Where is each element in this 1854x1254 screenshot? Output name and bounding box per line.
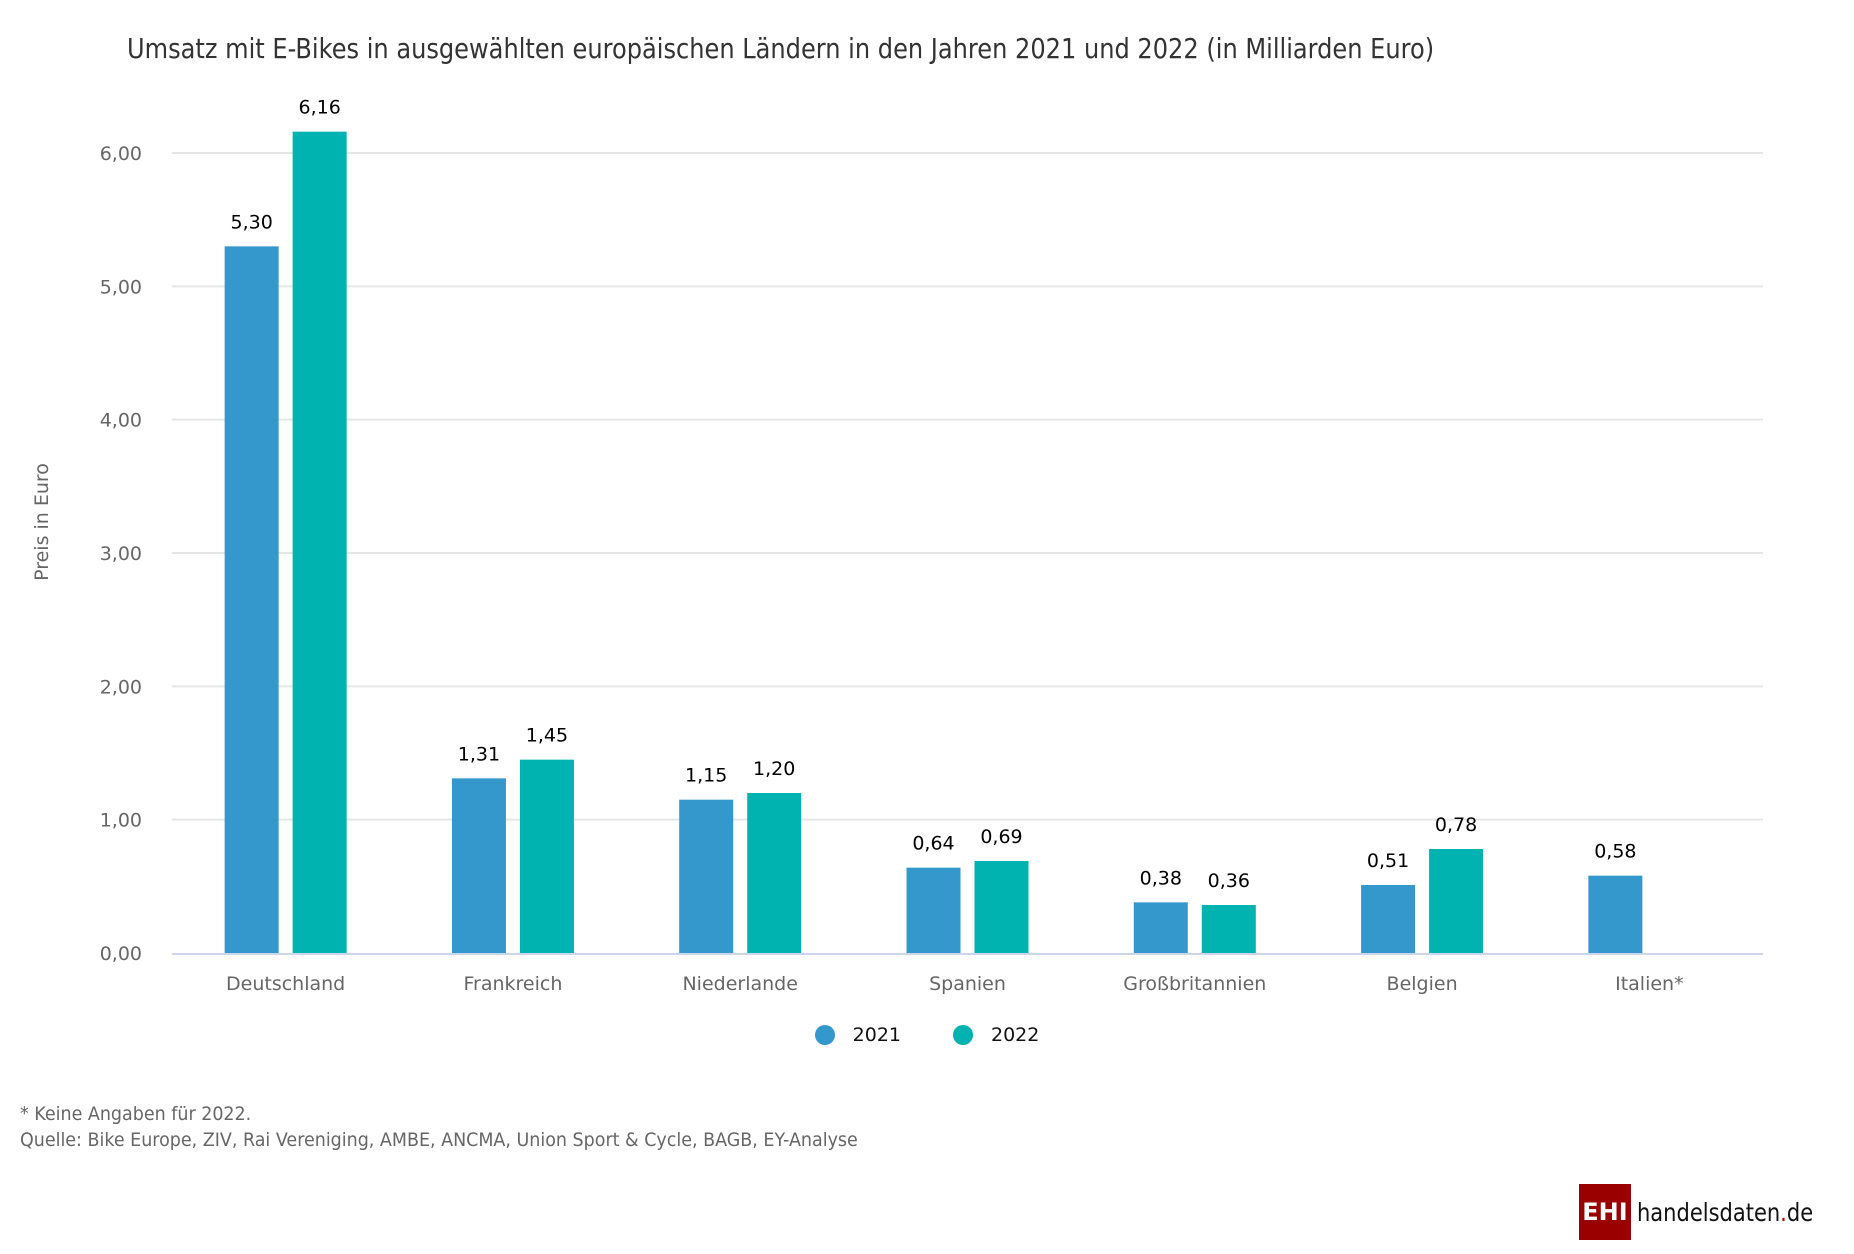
data-label: 0,51 [1367,850,1409,872]
y-tick-label: 4,00 [100,410,142,432]
y-tick-label: 5,00 [100,276,142,298]
x-tick-label: Belgien [1387,973,1458,995]
bar-2021-3[interactable] [906,867,961,953]
bar-2021-0[interactable] [224,246,279,954]
bar-2022-5[interactable] [1429,849,1484,953]
data-label: 0,36 [1208,870,1250,892]
bars [224,131,1643,954]
grid-lines [172,152,1763,821]
data-labels: 5,30 6,16 1,31 1,45 1,15 1,20 0,64 0,69 0,38 0,36… [230,97,1636,892]
legend-marker-2021 [814,1025,835,1045]
x-tick-label: Niederlande [682,973,797,995]
source-note: Quelle: Bike Europe, ZIV, Rai Vereniging… [20,1129,858,1151]
y-axis-label: Preis in Euro [31,463,53,581]
logo-wordmark: handelsdaten.de [1637,1198,1813,1227]
y-tick-label: 0,00 [100,943,142,965]
bar-2021-6[interactable] [1588,875,1643,953]
ehi-logo[interactable]: EHI handelsdaten.de [1579,1184,1847,1240]
y-axis-ticks: 0,00 1,00 2,00 3,00 4,00 5,00 6,00 [100,143,142,965]
bar-2022-3[interactable] [974,861,1029,953]
bar-2021-1[interactable] [451,778,506,953]
bar-2022-2[interactable] [747,793,802,953]
data-label: 6,16 [298,97,340,119]
y-tick-label: 6,00 [100,143,142,165]
bar-2021-2[interactable] [679,799,734,953]
logo-text-main: handelsdaten [1637,1197,1781,1227]
chart-title: Umsatz mit E-Bikes in ausgewählten europ… [127,32,1435,65]
y-tick-label: 1,00 [100,810,142,832]
bar-2021-4[interactable] [1133,902,1188,953]
logo-text-tld: de [1786,1197,1814,1227]
data-label: 0,38 [1140,867,1182,889]
data-label: 0,69 [980,826,1022,848]
logo-text-dot: . [1780,1197,1787,1227]
data-label: 1,20 [753,758,795,780]
x-axis-ticks: Deutschland Frankreich Niederlande Spanien G… [226,973,1684,995]
footnote: * Keine Angaben für 2022. [20,1103,252,1125]
legend-item-2022[interactable]: 2022 [953,1024,1039,1046]
data-label: 1,31 [458,743,500,765]
legend: 2021 2022 [0,1024,1854,1046]
data-label: 5,30 [230,211,272,233]
x-tick-label: Großbritannien [1123,973,1266,995]
footer: * Keine Angaben für 2022. Quelle: Bike E… [20,1101,858,1153]
x-tick-label: Deutschland [226,973,345,995]
x-tick-label: Frankreich [463,973,562,995]
legend-label-2021: 2021 [852,1024,901,1046]
bar-2021-5[interactable] [1361,885,1416,953]
bar-chart: 0,00 1,00 2,00 3,00 4,00 5,00 6,00 Preis in Eu… [31,97,1763,995]
legend-item-2021[interactable]: 2021 [814,1024,901,1046]
x-tick-label: Spanien [929,973,1006,995]
data-label: 1,15 [685,765,727,787]
y-tick-label: 3,00 [100,543,142,565]
data-label: 0,58 [1594,841,1636,863]
legend-label-2022: 2022 [991,1024,1040,1046]
bar-2022-0[interactable] [292,131,347,953]
data-label: 0,78 [1435,814,1477,836]
bar-2022-4[interactable] [1201,905,1256,953]
legend-marker-2022 [953,1025,973,1045]
data-label: 0,64 [912,833,954,855]
data-label: 1,45 [526,725,568,747]
y-tick-label: 2,00 [100,676,142,698]
bar-2022-1[interactable] [519,759,574,953]
ehi-logo-box: EHI [1579,1184,1631,1240]
x-tick-label: Italien* [1615,973,1684,995]
